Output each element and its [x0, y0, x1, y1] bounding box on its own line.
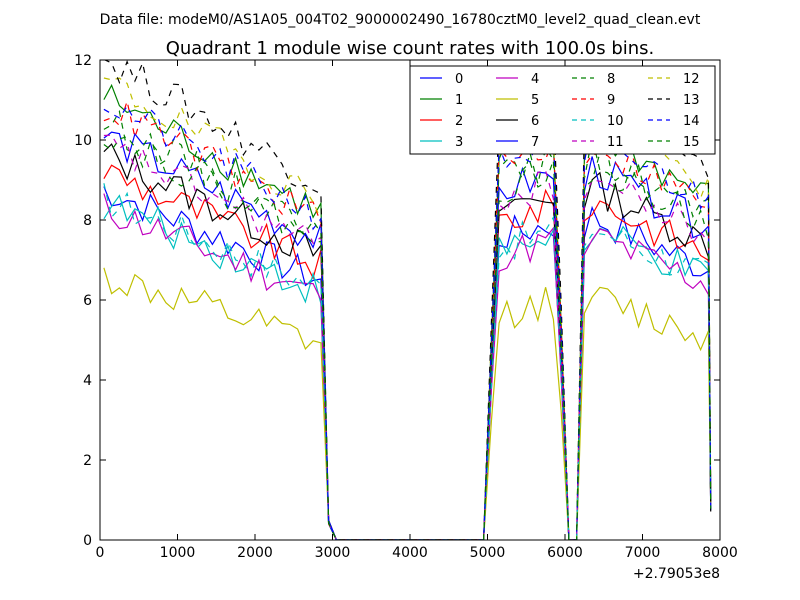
axis-ticks: [99, 59, 721, 541]
x-offset-label: +2.79053e8: [633, 566, 720, 582]
legend-label-12: 12: [683, 72, 700, 87]
legend-label-0: 0: [455, 72, 463, 87]
y-tick-labels: 0 2 4 6 8 10 12: [74, 53, 92, 549]
legend-label-13: 13: [683, 93, 700, 108]
x-tick-label: 8000: [702, 545, 738, 561]
x-tick-labels: 0 1000 2000 3000 4000 5000 6000 7000 8000: [96, 545, 738, 561]
x-tick-label: 3000: [315, 545, 351, 561]
series-line-0: [103, 186, 712, 540]
y-tick-label: 10: [74, 133, 92, 149]
series-line-9: [103, 98, 712, 540]
y-tick-label: 8: [83, 213, 92, 229]
legend-label-3: 3: [455, 135, 463, 150]
x-tick-label: 0: [96, 545, 105, 561]
legend-label-14: 14: [683, 114, 700, 129]
legend-label-7: 7: [531, 135, 539, 150]
series-line-15: [103, 136, 712, 540]
series-line-2: [103, 164, 712, 540]
y-tick-label: 4: [83, 373, 92, 389]
legend-label-15: 15: [683, 135, 700, 150]
series-line-1: [103, 83, 712, 540]
legend-label-8: 8: [607, 72, 615, 87]
legend-label-5: 5: [531, 93, 539, 108]
series-line-13: [103, 60, 712, 540]
x-tick-label: 7000: [625, 545, 661, 561]
x-tick-label: 5000: [470, 545, 506, 561]
series-line-4: [103, 193, 712, 540]
x-tick-label: 6000: [547, 545, 583, 561]
legend-label-9: 9: [607, 93, 615, 108]
legend-label-6: 6: [531, 114, 539, 129]
x-tick-label: 1000: [160, 545, 196, 561]
legend-label-11: 11: [607, 135, 624, 150]
y-tick-label: 12: [74, 53, 92, 69]
y-tick-label: 0: [83, 533, 92, 549]
plot-area: [99, 59, 721, 541]
series-line-6: [103, 143, 712, 540]
legend-label-1: 1: [455, 93, 463, 108]
series-line-5: [103, 267, 712, 540]
y-tick-label: 2: [83, 453, 92, 469]
series-line-7: [103, 131, 712, 540]
y-tick-label: 6: [83, 293, 92, 309]
legend-label-2: 2: [455, 114, 463, 129]
legend-frame: [409, 65, 716, 155]
legend-label-4: 4: [531, 72, 539, 87]
x-tick-label: 2000: [237, 545, 273, 561]
chart-title: Quadrant 1 module wise count rates with …: [166, 38, 655, 59]
legend-label-10: 10: [607, 114, 624, 129]
chart-suptitle: Data file: modeM0/AS1A05_004T02_90000024…: [100, 12, 701, 28]
series-group: [103, 60, 712, 540]
x-tick-label: 4000: [392, 545, 428, 561]
series-line-10: [103, 183, 712, 540]
